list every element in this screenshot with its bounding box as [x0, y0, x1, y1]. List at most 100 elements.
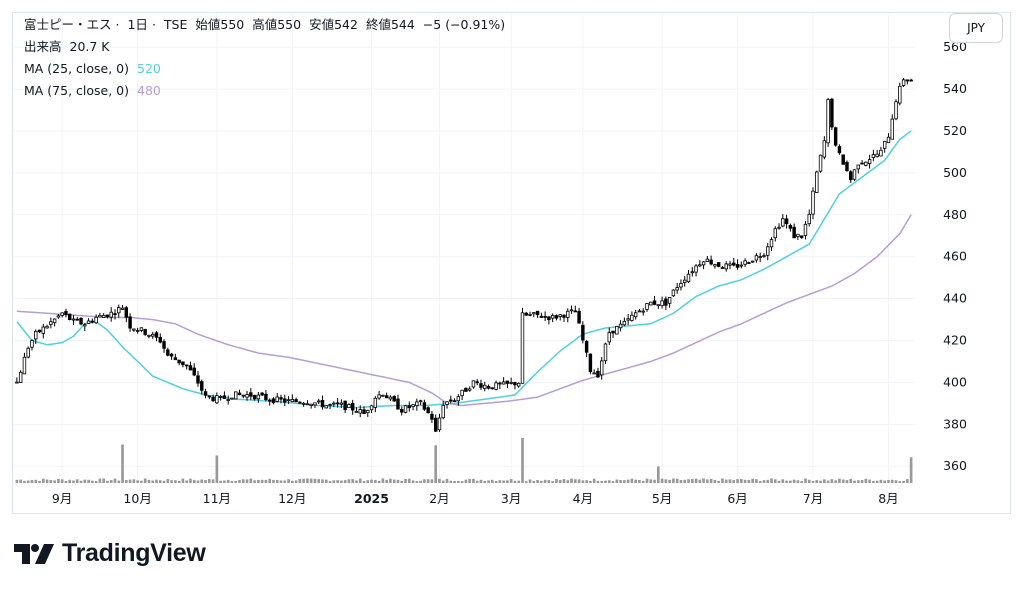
volume-bar [170, 480, 173, 483]
volume-bar [634, 479, 637, 483]
candle-up [867, 159, 872, 164]
time-tick-label: 9月 [52, 491, 72, 506]
candle-down [90, 320, 95, 323]
volume-bar [45, 479, 49, 483]
volume-bar [811, 481, 815, 483]
candle-down [196, 375, 200, 384]
volume-bar [789, 480, 792, 483]
price-tick-label: 500 [943, 165, 967, 180]
candle-down [554, 315, 559, 319]
volume-bar [600, 480, 604, 483]
candle-down [211, 396, 215, 402]
symbol-name[interactable]: 富士ピー・エス [24, 17, 112, 32]
volume-bar [615, 479, 619, 483]
candle-up [41, 326, 46, 334]
time-axis[interactable]: 9月 10月 11月 12月 2025 2月 3月 4月 5月 6月 7月 8月 [52, 491, 899, 506]
volume-bar [102, 478, 105, 483]
candle-down [64, 311, 68, 315]
volume-bar [513, 480, 517, 483]
volume-bar [268, 478, 272, 483]
candle-up [275, 396, 279, 402]
high-value: 550 [277, 17, 302, 32]
volume-bar [91, 480, 94, 483]
volume-bar [547, 480, 551, 483]
volume-bar [377, 480, 381, 483]
volume-label: 出来高 [24, 39, 62, 54]
interval[interactable]: 1日 [127, 17, 148, 32]
time-tick-label: 11月 [203, 491, 231, 506]
candle-up [901, 79, 906, 86]
candle-up [879, 149, 883, 157]
volume-bar [15, 479, 19, 483]
volume-bar [751, 478, 754, 483]
candle-down [335, 402, 340, 405]
price-tick-label: 480 [943, 207, 967, 222]
volume-bar [64, 480, 68, 483]
volume-bar [875, 480, 879, 483]
volume-bar [630, 478, 634, 483]
candle-up [852, 169, 857, 180]
candle-down [362, 409, 366, 415]
tradingview-logo[interactable]: TradingView [14, 539, 206, 568]
candle-down [547, 316, 551, 321]
candle-up [373, 397, 378, 408]
volume-bar [30, 479, 34, 483]
volume-bar [709, 478, 713, 483]
candle-down [732, 262, 736, 266]
candle-down [79, 318, 83, 325]
candle-up [132, 328, 136, 331]
high-label: 高値 [252, 17, 278, 32]
volume-bar [128, 479, 132, 483]
currency-button[interactable]: JPY [949, 13, 1003, 43]
volume-bar [207, 479, 211, 483]
candle-up [381, 394, 385, 397]
volume-bar [332, 480, 336, 483]
candle-up [26, 347, 30, 358]
legend-ma75[interactable]: MA (75, close, 0) 480 [24, 83, 165, 99]
volume-bar [577, 479, 581, 483]
volume-bar [521, 437, 524, 483]
volume-bar [260, 479, 264, 483]
volume-bar [158, 480, 162, 483]
legend-ma25[interactable]: MA (25, close, 0) 520 [24, 61, 165, 77]
volume-bar [660, 478, 664, 483]
time-tick-label: 4月 [573, 491, 593, 506]
volume-bar [717, 480, 721, 483]
candle-up [94, 316, 98, 324]
volume-bar [490, 479, 494, 483]
candle-down [173, 357, 178, 361]
volume-bar [49, 480, 53, 483]
ma25-value: 520 [137, 61, 161, 76]
ma75-line [16, 214, 912, 407]
volume-bar [524, 481, 528, 483]
candle-up [418, 400, 423, 403]
time-tick-label: 10月 [123, 491, 151, 506]
time-tick-label: 7月 [803, 491, 823, 506]
volume-bar [113, 478, 117, 483]
volume-bar [645, 478, 649, 483]
candle-up [301, 402, 306, 405]
volume-bar [785, 480, 788, 483]
volume-bar [200, 479, 204, 483]
candle-down [841, 154, 845, 165]
volume-bar [234, 481, 238, 483]
volume-bar [540, 480, 543, 483]
candle-down [128, 316, 132, 329]
candle-down [747, 262, 751, 264]
separator: · [115, 17, 120, 32]
candle-up [241, 394, 245, 397]
candlestick-series [15, 78, 913, 432]
candle-up [698, 264, 702, 267]
volume-bar [419, 480, 422, 483]
volume-bar [445, 478, 449, 483]
candle-up [369, 405, 374, 411]
volume-bar [57, 479, 60, 483]
volume-bar [275, 479, 279, 483]
price-tick-label: 440 [943, 291, 967, 306]
volume-bar [589, 480, 592, 483]
candle-up [83, 324, 87, 327]
volume-bar [573, 479, 577, 483]
volume-bar [143, 478, 147, 483]
